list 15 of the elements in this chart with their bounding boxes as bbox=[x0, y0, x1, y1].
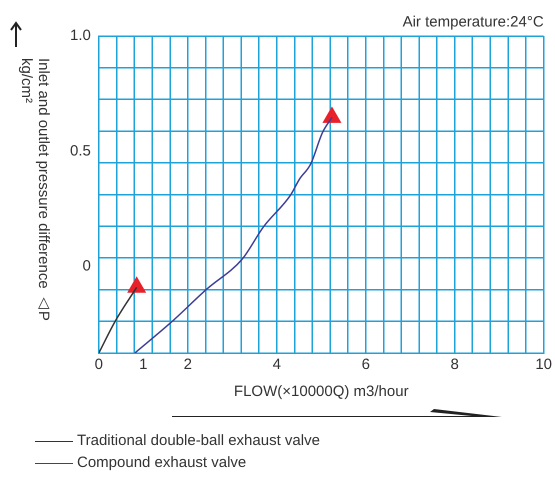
legend-label: Compound exhaust valve bbox=[77, 454, 246, 471]
legend-label: Traditional double-ball exhaust valve bbox=[77, 432, 320, 449]
x-axis-title: FLOW(×10000Q) m3/hour bbox=[234, 383, 409, 400]
y-tick-label: 1.0 bbox=[70, 27, 91, 44]
text: Air temperature:24°C bbox=[402, 14, 544, 31]
y-tick-label: 0 bbox=[82, 258, 91, 275]
x-tick-label: 4 bbox=[272, 356, 281, 374]
x-tick-label: 1 bbox=[139, 356, 148, 374]
x-tick-label: 2 bbox=[184, 356, 192, 374]
x-tick-label: 6 bbox=[362, 356, 370, 374]
x-tick-label: 10 bbox=[535, 356, 552, 374]
x-tick-label: 0 bbox=[94, 356, 104, 374]
x-tick-label: 8 bbox=[450, 356, 459, 374]
y-tick-label: 0.5 bbox=[70, 142, 91, 160]
y-axis-title: Inlet and outlet pressure difference △P kg/cm² bbox=[18, 58, 52, 323]
